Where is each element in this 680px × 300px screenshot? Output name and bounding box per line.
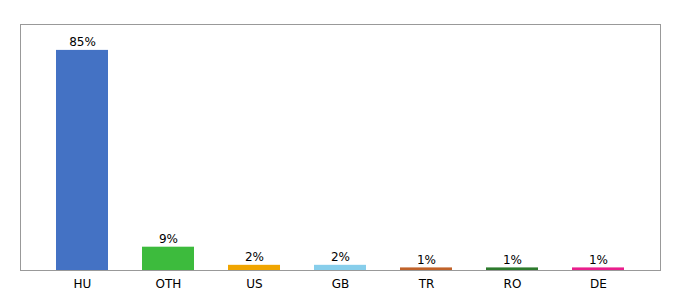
svg-text:US: US [246,277,262,291]
svg-text:RO: RO [504,277,522,291]
svg-text:9%: 9% [159,232,178,246]
svg-text:2%: 2% [331,250,350,264]
svg-text:1%: 1% [417,253,436,267]
svg-text:GB: GB [332,277,350,291]
svg-text:TR: TR [418,277,435,291]
svg-text:1%: 1% [589,253,608,267]
svg-text:DE: DE [590,277,607,291]
svg-text:1%: 1% [503,253,522,267]
svg-text:85%: 85% [69,35,96,49]
svg-text:HU: HU [74,277,92,291]
svg-text:2%: 2% [245,250,264,264]
svg-text:OTH: OTH [156,277,182,291]
